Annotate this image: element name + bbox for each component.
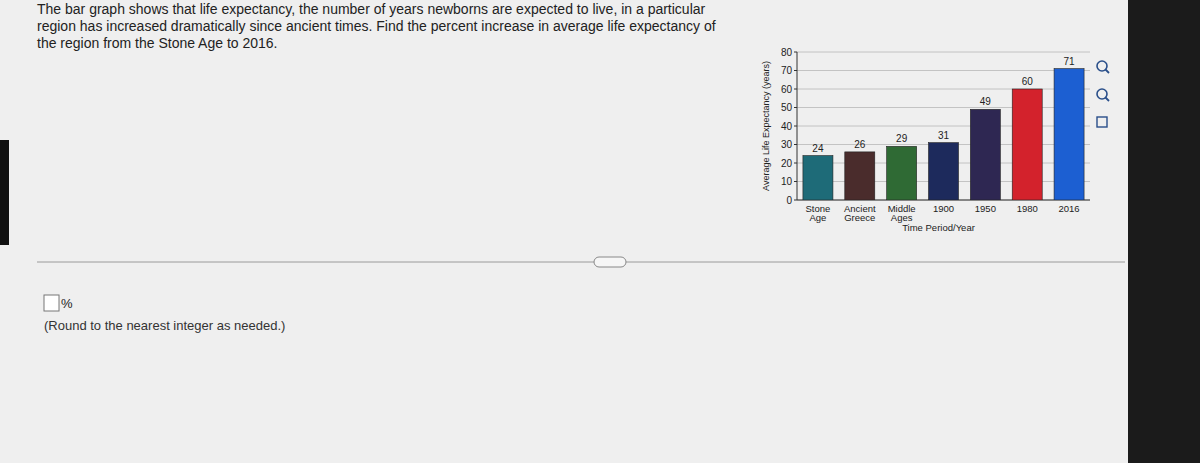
y-tick-label: 80	[781, 47, 793, 58]
y-tick-label: 30	[781, 139, 793, 150]
separator-handle	[594, 257, 626, 267]
zoom-icon[interactable]	[1097, 61, 1109, 73]
data-label: 49	[980, 96, 992, 107]
y-tick-label: 40	[781, 121, 793, 132]
bar	[845, 152, 875, 200]
data-label: 26	[854, 139, 866, 150]
y-tick-label: 0	[786, 195, 792, 206]
grid-line	[797, 89, 1090, 90]
data-label: 60	[1022, 76, 1034, 87]
question-text: region has increased dramatically since …	[37, 18, 716, 34]
hint: (Round to the nearest integer as needed.…	[44, 318, 285, 333]
background	[0, 0, 1200, 463]
y-tick-label: 60	[781, 84, 793, 95]
data-label: 24	[812, 143, 824, 154]
y-axis-label: Average Life Expectancy (years)	[761, 61, 771, 191]
bezel-right	[1128, 0, 1200, 463]
bar	[1012, 89, 1042, 200]
data-label: 29	[896, 133, 908, 144]
x-tick-label: StoneAge	[806, 203, 831, 223]
y-axis	[797, 52, 798, 200]
separator	[37, 262, 1125, 263]
grid-line	[797, 52, 1090, 53]
x-tick-label: 1980	[1017, 203, 1038, 214]
question-text: the region from the Stone Age to 2016.	[37, 35, 278, 51]
x-tick-label: AncientGreece	[844, 203, 876, 223]
grid-line	[797, 70, 1090, 71]
popout-icon[interactable]	[1097, 117, 1107, 127]
bezel-left	[0, 140, 9, 245]
data-label: 71	[1064, 56, 1076, 67]
bar	[803, 156, 833, 200]
bars	[803, 69, 1084, 200]
grid-line	[797, 107, 1090, 108]
x-axis-label: Time Period/Year	[902, 222, 975, 233]
page: The bar graph shows that life expectancy…	[0, 0, 1200, 463]
bar	[1054, 69, 1084, 200]
x-tick-label: 1950	[975, 203, 996, 214]
x-tick-label: 1900	[933, 203, 954, 214]
bar	[887, 146, 917, 200]
answer-box[interactable]	[44, 295, 59, 311]
answer-unit: %	[61, 296, 73, 311]
y-tick-label: 70	[781, 65, 793, 76]
y-tick-label: 10	[781, 176, 793, 187]
y-tick-label: 20	[781, 158, 793, 169]
bar	[929, 143, 959, 200]
x-tick-label: MiddleAges	[888, 203, 916, 223]
y-tick-label: 50	[781, 102, 793, 113]
zoom-icon[interactable]	[1097, 89, 1109, 101]
bar	[970, 109, 1000, 200]
question-text: The bar graph shows that life expectancy…	[37, 1, 706, 17]
data-label: 31	[938, 130, 950, 141]
grid-line	[797, 126, 1090, 127]
x-tick-label: 2016	[1059, 203, 1080, 214]
